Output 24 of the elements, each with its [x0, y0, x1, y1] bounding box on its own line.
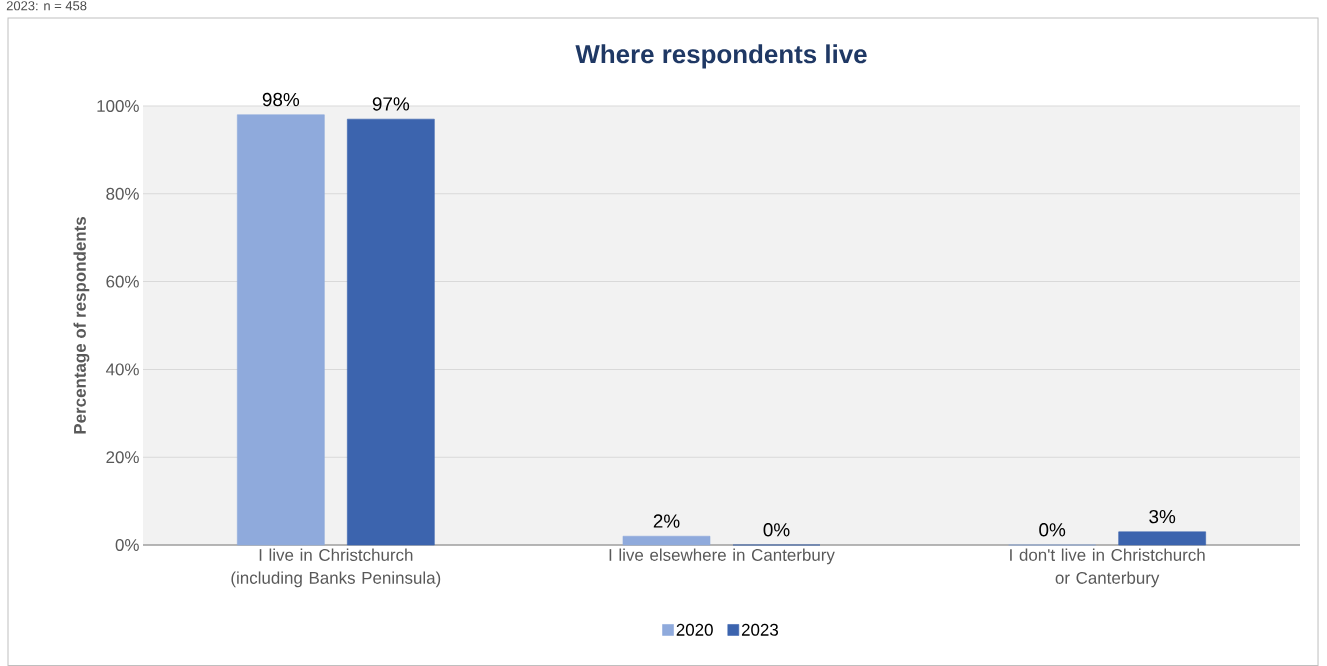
y-tick-label: 20% [106, 451, 139, 464]
y-tick-label: 100% [97, 99, 139, 112]
data-label: 0% [763, 523, 790, 537]
y-tick-label: 0% [115, 539, 139, 551]
data-label: 3% [1149, 509, 1176, 524]
data-label: 2% [653, 514, 680, 528]
data-label: 0% [1039, 523, 1066, 537]
bar [237, 114, 325, 546]
y-axis-title: Percentage of respondents [73, 217, 90, 434]
bar [622, 535, 711, 546]
bar [347, 118, 435, 546]
bar [1118, 531, 1206, 546]
x-tick-label: I live elsewhere in Canterbury [609, 548, 835, 565]
x-tick-label: I live in Christchurch (including Banks Peninsula) [231, 548, 441, 588]
chart-title: Where respondents live [575, 44, 867, 69]
y-tick-label: 60% [106, 275, 139, 288]
text: 2023: n = 458 [6, 1, 87, 11]
x-tick-label: I don't live in Christchurch or Canterbury [1010, 548, 1205, 588]
data-label: 97% [372, 97, 410, 111]
legend-label: 2020 [676, 623, 713, 636]
y-tick-label: 80% [106, 187, 139, 200]
y-tick-label: 40% [105, 363, 139, 376]
data-label: 98% [262, 92, 300, 107]
legend-label: 2023 [741, 623, 779, 636]
